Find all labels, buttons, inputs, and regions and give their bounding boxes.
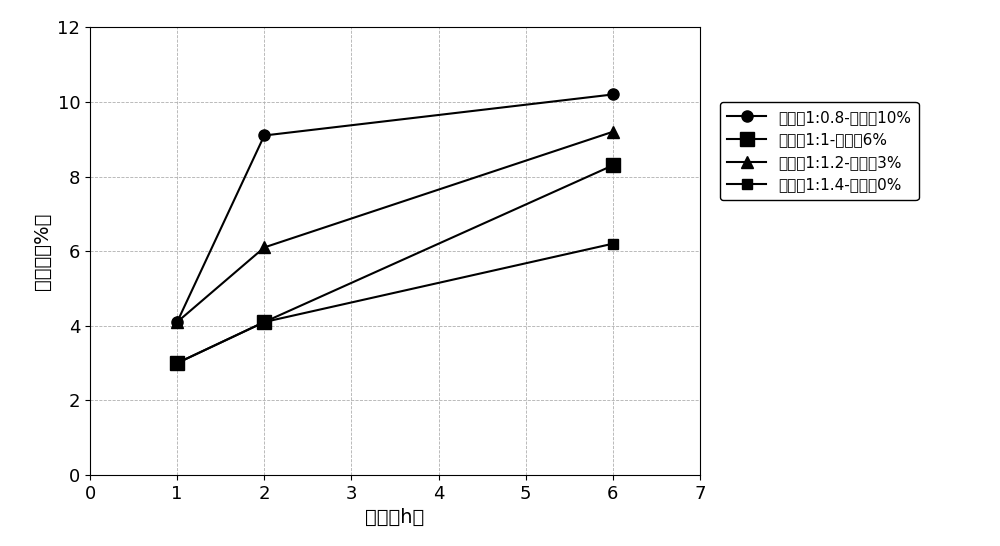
水灰比1:1.2-稳定剩3% (258, 244, 270, 251)
Line: 水灰比1:1.2-稳定剩3%: 水灰比1:1.2-稳定剩3% (171, 126, 619, 328)
Legend: 水灰比1:0.8-稳定剩10%, 水灰比1:1-稳定剩6%, 水灰比1:1.2-稳定剩3%, 水灰比1:1.4-稳定剩0%: 水灰比1:0.8-稳定剩10%, 水灰比1:1-稳定剩6%, 水灰比1:1.2-… (720, 102, 919, 200)
水灰比1:1.4-稳定剩0% (171, 360, 183, 366)
水灰比1:0.8-稳定剩10% (607, 91, 619, 98)
水灰比1:0.8-稳定剩10% (171, 319, 183, 325)
Line: 水灰比1:1.4-稳定剩0%: 水灰比1:1.4-稳定剩0% (172, 239, 618, 368)
水灰比1:1.4-稳定剩0% (607, 240, 619, 247)
水灰比1:1-稳定剩6% (607, 162, 619, 169)
X-axis label: 时间（h）: 时间（h） (365, 508, 425, 527)
Line: 水灰比1:0.8-稳定剩10%: 水灰比1:0.8-稳定剩10% (172, 89, 618, 328)
水灰比1:1.2-稳定剩3% (171, 319, 183, 325)
Y-axis label: 泌水率（%）: 泌水率（%） (33, 212, 52, 290)
Line: 水灰比1:1-稳定剩6%: 水灰比1:1-稳定剩6% (170, 158, 620, 370)
水灰比1:1.2-稳定剩3% (607, 128, 619, 135)
水灰比1:1.4-稳定剩0% (258, 319, 270, 325)
水灰比1:1-稳定剩6% (171, 360, 183, 366)
水灰比1:0.8-稳定剩10% (258, 132, 270, 139)
水灰比1:1-稳定剩6% (258, 319, 270, 325)
